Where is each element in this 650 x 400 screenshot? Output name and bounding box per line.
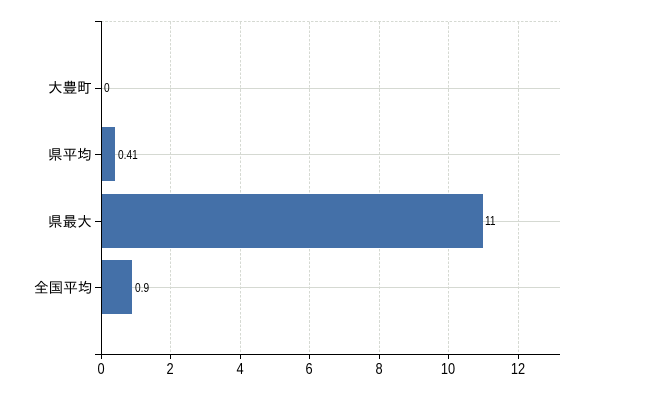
category-label-4: 全国平均 xyxy=(34,280,92,301)
category-label-glyphs xyxy=(49,81,92,95)
x-axis-tick xyxy=(518,355,519,359)
y-axis-tick xyxy=(95,221,101,222)
value-label: 0.41 xyxy=(117,146,138,162)
x-tick-label: 4 xyxy=(236,361,244,378)
x-tick-label: 0 xyxy=(97,361,105,378)
gridline-vertical xyxy=(240,22,241,354)
gridline-vertical xyxy=(518,22,519,354)
x-tick-label: 12 xyxy=(510,361,525,378)
bar-県最大 xyxy=(102,194,483,248)
gridline-vertical xyxy=(448,22,449,354)
category-label-glyphs xyxy=(34,280,91,294)
x-tick-label: 2 xyxy=(166,361,174,378)
x-axis-tick xyxy=(101,355,102,359)
gridline-vertical xyxy=(309,22,310,354)
y-axis-tick xyxy=(95,287,101,288)
category-label-glyph-path xyxy=(49,147,91,161)
y-axis-tick xyxy=(95,154,101,155)
bar-県平均 xyxy=(102,127,116,181)
x-axis-tick xyxy=(309,355,310,359)
category-label-2: 県平均 xyxy=(48,147,92,168)
gridline-vertical xyxy=(170,22,171,354)
category-label-3: 県最大 xyxy=(48,214,92,235)
category-label-glyphs xyxy=(49,214,92,228)
value-label: 0.9 xyxy=(134,279,149,295)
category-label-glyph-path xyxy=(49,214,92,228)
value-label: 0 xyxy=(103,80,110,96)
gridline-horizontal xyxy=(102,154,560,155)
gridline-horizontal xyxy=(102,287,560,288)
value-label: 11 xyxy=(485,213,496,229)
gridline-vertical xyxy=(379,22,380,354)
x-axis-tick xyxy=(379,355,380,359)
x-tick-label: 8 xyxy=(375,361,383,378)
y-axis-tick xyxy=(95,21,101,22)
gridline-horizontal xyxy=(102,88,560,89)
x-tick-label: 10 xyxy=(441,361,456,378)
plot-top-border xyxy=(101,21,560,22)
x-tick-label: 6 xyxy=(305,361,313,378)
y-axis-tick xyxy=(95,88,101,89)
x-axis-line xyxy=(95,354,560,355)
bar-全国平均 xyxy=(102,260,133,314)
category-label-glyphs xyxy=(49,147,91,161)
y-axis-line xyxy=(101,21,102,355)
category-label-glyph-path xyxy=(49,81,92,95)
category-label-1: 大豊町 xyxy=(48,80,92,101)
x-axis-tick xyxy=(448,355,449,359)
category-label-glyph-path xyxy=(34,280,91,294)
x-axis-tick xyxy=(170,355,171,359)
x-axis-tick xyxy=(240,355,241,359)
